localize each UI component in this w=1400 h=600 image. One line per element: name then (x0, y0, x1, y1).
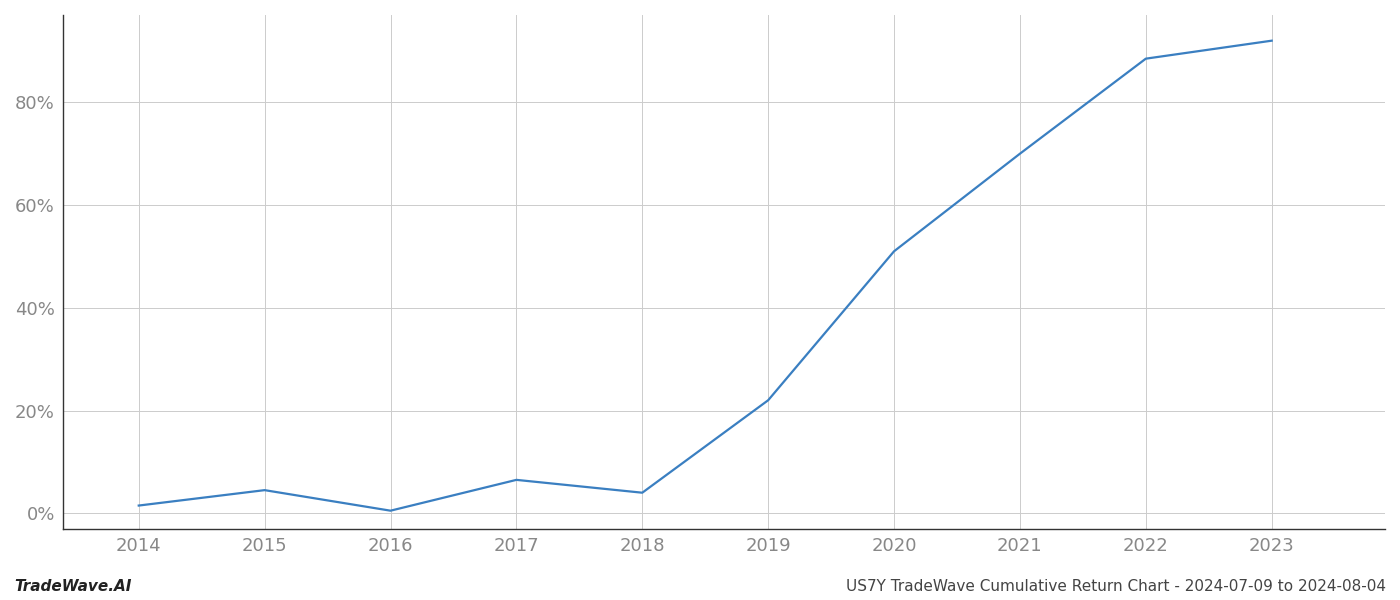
Text: TradeWave.AI: TradeWave.AI (14, 579, 132, 594)
Text: US7Y TradeWave Cumulative Return Chart - 2024-07-09 to 2024-08-04: US7Y TradeWave Cumulative Return Chart -… (846, 579, 1386, 594)
